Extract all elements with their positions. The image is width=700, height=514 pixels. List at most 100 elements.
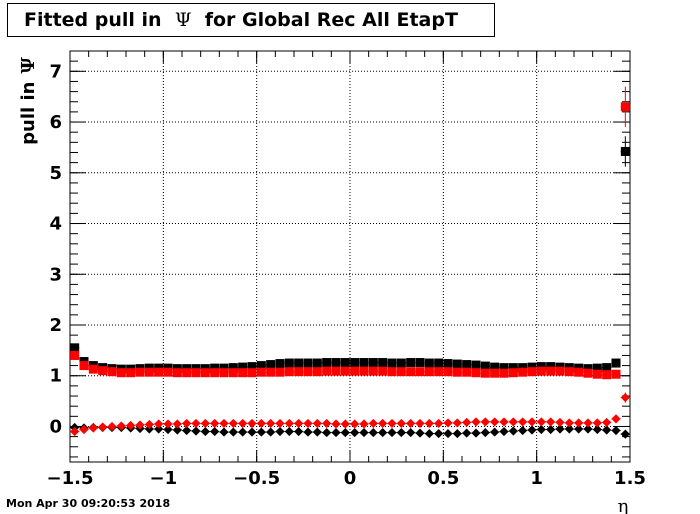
data-point-diamond (368, 418, 378, 429)
data-point-square (406, 358, 416, 368)
data-point-square (583, 364, 593, 374)
data-point-square (490, 368, 500, 378)
data-point-diamond (564, 424, 574, 434)
series-3 (70, 392, 630, 437)
y-tick-label: 1 (49, 366, 62, 387)
data-point-square (247, 368, 257, 378)
series-1 (70, 86, 630, 380)
data-point-diamond (284, 418, 294, 429)
data-point-diamond (144, 419, 154, 430)
data-point-diamond (406, 427, 416, 438)
data-point-square (592, 369, 602, 379)
data-point-diamond (154, 419, 164, 429)
y-tick-label: 3 (49, 264, 62, 285)
data-point-diamond (508, 426, 518, 436)
title-suffix: for Global Rec All EtapT (204, 9, 458, 31)
data-point-diamond (396, 418, 406, 429)
data-point-diamond (219, 418, 229, 429)
data-point-diamond (415, 428, 425, 438)
data-point-diamond (284, 426, 294, 437)
data-point-diamond (228, 418, 238, 429)
data-point-diamond (359, 419, 369, 429)
data-point-square (154, 367, 164, 377)
data-point-diamond (434, 428, 444, 439)
title-symbol: Ψ (174, 9, 192, 31)
data-point-diamond (210, 418, 220, 429)
data-point-diamond (210, 426, 220, 437)
data-point-diamond (350, 427, 360, 438)
data-point-square (88, 364, 98, 374)
data-point-diamond (294, 418, 304, 429)
data-point-square (480, 368, 490, 378)
data-point-square (602, 370, 612, 380)
x-tick-label: −0.5 (233, 468, 280, 489)
data-point-square (602, 363, 612, 373)
data-point-square (452, 359, 462, 369)
chart-title: Fitted pull in Ψ for Global Rec All Etap… (7, 3, 495, 37)
data-point-diamond (424, 428, 434, 439)
data-point-diamond (443, 428, 453, 439)
data-point-diamond (536, 424, 546, 435)
data-point-square (378, 366, 388, 376)
data-point-diamond (499, 426, 509, 437)
data-point-diamond (527, 417, 537, 427)
data-point-diamond (611, 425, 621, 436)
data-points (70, 86, 630, 439)
y-axis-label-text: pull in (18, 82, 39, 145)
data-point-square (322, 358, 332, 368)
data-point-square (266, 367, 276, 377)
x-tick-label: 0 (344, 468, 357, 489)
data-point-square (406, 367, 416, 377)
data-point-square (163, 367, 173, 377)
data-point-square (518, 367, 528, 377)
data-point-square (275, 359, 285, 369)
data-point-square (228, 363, 238, 373)
data-point-square (378, 358, 388, 368)
data-point-diamond (555, 417, 565, 428)
data-point-diamond (247, 427, 257, 437)
data-point-square (499, 363, 509, 373)
data-point-square (126, 368, 136, 378)
data-point-diamond (564, 418, 574, 428)
data-point-diamond (238, 427, 248, 437)
data-point-diamond (378, 427, 388, 438)
data-point-square (70, 343, 80, 353)
data-point-diamond (116, 421, 126, 431)
data-point-square (592, 363, 602, 373)
data-point-diamond (312, 427, 322, 437)
data-point-diamond (200, 426, 210, 437)
data-point-square (312, 358, 322, 368)
x-tick-label: −1 (150, 468, 178, 489)
data-point-square (574, 367, 584, 377)
data-point-square (555, 366, 565, 376)
data-point-square (294, 367, 304, 377)
data-point-square (396, 367, 406, 377)
y-tick-label: 4 (49, 214, 62, 235)
data-point-diamond (462, 428, 472, 438)
data-point-square (340, 358, 350, 368)
data-point-square (284, 367, 294, 377)
x-tick-label: −1.5 (47, 468, 94, 489)
data-point-diamond (322, 427, 332, 438)
data-point-square (70, 350, 80, 360)
data-point-square (387, 367, 397, 377)
data-point-diamond (490, 417, 500, 427)
data-point-square (611, 369, 621, 379)
data-point-square (415, 367, 425, 377)
data-point-square (620, 102, 630, 112)
data-point-square (107, 367, 117, 377)
data-point-square (284, 358, 294, 368)
data-point-square (359, 358, 369, 368)
data-point-diamond (424, 418, 434, 429)
data-point-square (200, 368, 210, 378)
data-point-square (303, 367, 313, 377)
grid (70, 51, 630, 462)
data-point-square (396, 358, 406, 368)
data-point-diamond (219, 427, 229, 437)
data-point-square (182, 368, 192, 378)
data-point-square (508, 363, 518, 373)
data-point-square (172, 368, 182, 378)
data-point-square (546, 362, 556, 372)
data-point-diamond (266, 418, 276, 429)
data-point-diamond (499, 417, 509, 427)
